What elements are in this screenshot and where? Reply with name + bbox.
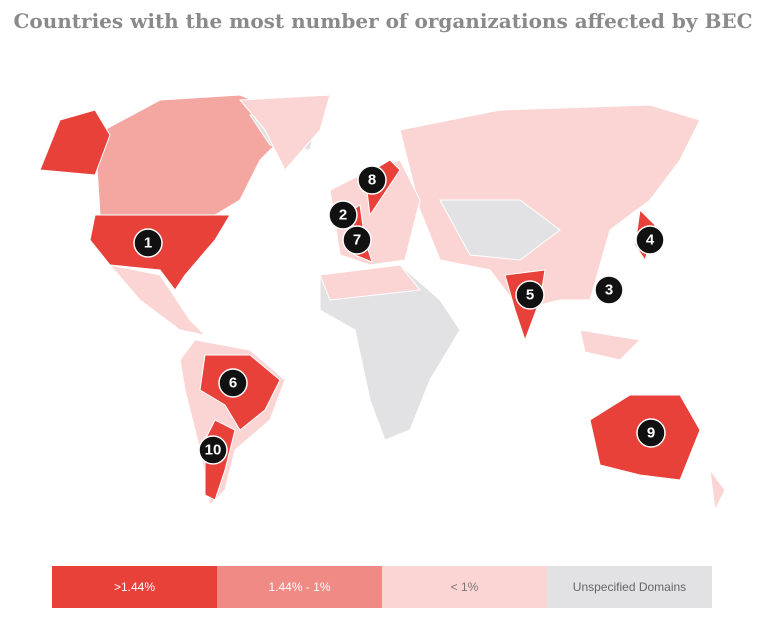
marker-label: 4 bbox=[646, 232, 655, 249]
marker-dot bbox=[342, 225, 372, 255]
marker-label: 6 bbox=[229, 375, 237, 392]
marker-label: 8 bbox=[368, 172, 376, 189]
marker-label: 1 bbox=[144, 235, 152, 252]
marker: 5 bbox=[515, 280, 545, 310]
marker-dot bbox=[357, 165, 387, 195]
marker-dot bbox=[515, 280, 545, 310]
marker-dot bbox=[635, 225, 665, 255]
marker: 10 bbox=[198, 435, 228, 465]
marker: 4 bbox=[635, 225, 665, 255]
title: Countries with the most number of organi… bbox=[13, 9, 752, 33]
world-map bbox=[39, 94, 726, 512]
marker-dot bbox=[133, 228, 163, 258]
legend-swatch bbox=[547, 566, 712, 608]
marker: 8 bbox=[357, 165, 387, 195]
legend-label: Unspecified Domains bbox=[573, 580, 686, 594]
legend-label: 1.44% - 1% bbox=[268, 580, 330, 594]
marker-dot bbox=[198, 435, 228, 465]
marker-dot bbox=[636, 418, 666, 448]
legend-swatch bbox=[382, 566, 547, 608]
legend: >1.44% 1.44% - 1% < 1% Unspecified Domains bbox=[52, 566, 712, 608]
marker: 9 bbox=[636, 418, 666, 448]
legend-swatch bbox=[52, 566, 217, 608]
marker-label: 10 bbox=[205, 442, 222, 459]
legend-label: < 1% bbox=[451, 580, 479, 594]
marker: 6 bbox=[218, 368, 248, 398]
marker: 7 bbox=[342, 225, 372, 255]
marker-label: 2 bbox=[339, 207, 347, 224]
marker: 2 bbox=[328, 200, 358, 230]
marker: 3 bbox=[594, 275, 624, 305]
marker-label: 7 bbox=[353, 232, 361, 249]
marker-label: 5 bbox=[526, 287, 534, 304]
marker-dot bbox=[328, 200, 358, 230]
marker-label: 9 bbox=[647, 425, 655, 442]
markers: 1 2 3 4 5 6 7 8 9 10 bbox=[133, 165, 666, 465]
marker-label: 3 bbox=[605, 282, 613, 299]
legend-swatch bbox=[217, 566, 382, 608]
marker-dot bbox=[218, 368, 248, 398]
marker-dot bbox=[594, 275, 624, 305]
legend-label: >1.44% bbox=[114, 580, 155, 594]
marker: 1 bbox=[133, 228, 163, 258]
